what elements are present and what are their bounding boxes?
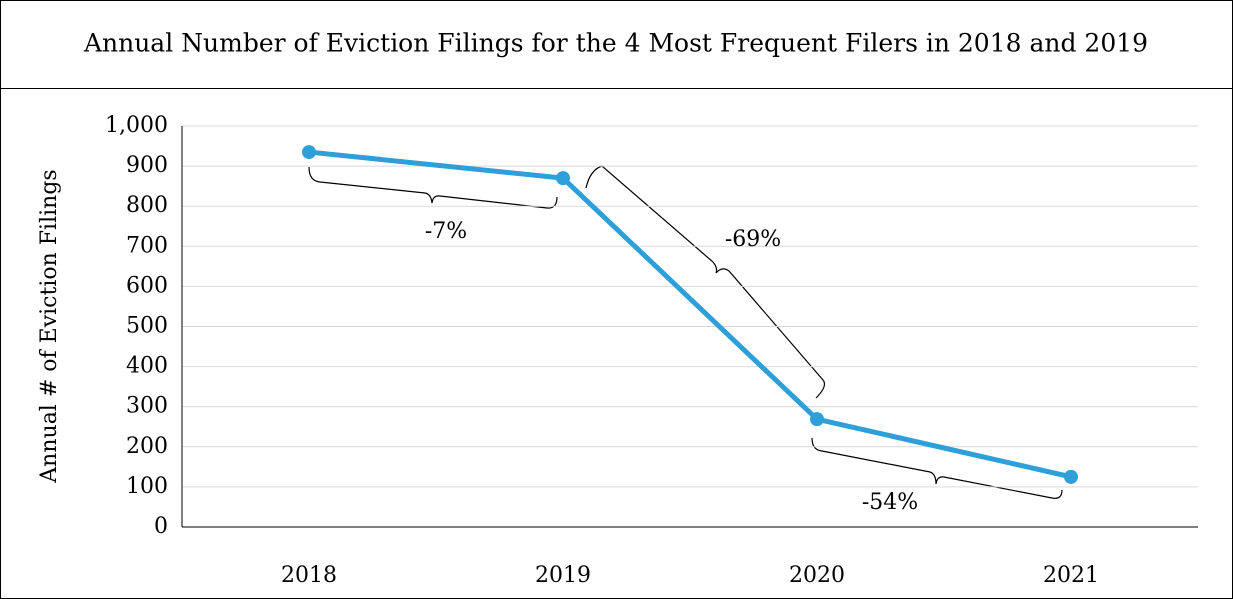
brace <box>585 165 826 399</box>
x-tick-label: 2018 <box>281 563 337 588</box>
brace <box>308 166 558 209</box>
y-tick-label: 1,000 <box>105 113 168 138</box>
annotation: -54% <box>862 490 918 515</box>
y-axis-label: Annual # of Eviction Filings <box>37 169 62 483</box>
data-line <box>308 149 1072 480</box>
annotation: -7% <box>425 219 467 244</box>
y-tick-label: 500 <box>126 314 168 339</box>
brace <box>811 437 1063 499</box>
chart-title: Annual Number of Eviction Filings for th… <box>83 29 1148 58</box>
y-tick-label: 200 <box>126 434 168 459</box>
y-tick-label: 800 <box>126 193 168 218</box>
y-tick-label: 400 <box>126 354 168 379</box>
y-tick-label: 700 <box>126 233 168 258</box>
y-tick-label: 600 <box>126 273 168 298</box>
y-tick-label: 0 <box>154 514 168 539</box>
data-point <box>810 412 824 427</box>
y-tick-label: 100 <box>126 474 168 499</box>
x-tick-label: 2021 <box>1043 563 1099 588</box>
data-point <box>556 171 570 186</box>
annotation: -69% <box>725 227 781 252</box>
data-point <box>302 145 316 160</box>
data-point <box>1064 469 1078 484</box>
x-tick-label: 2019 <box>535 563 591 588</box>
y-tick-label: 900 <box>126 153 168 178</box>
y-tick-label: 300 <box>126 394 168 419</box>
x-tick-label: 2020 <box>789 563 845 588</box>
